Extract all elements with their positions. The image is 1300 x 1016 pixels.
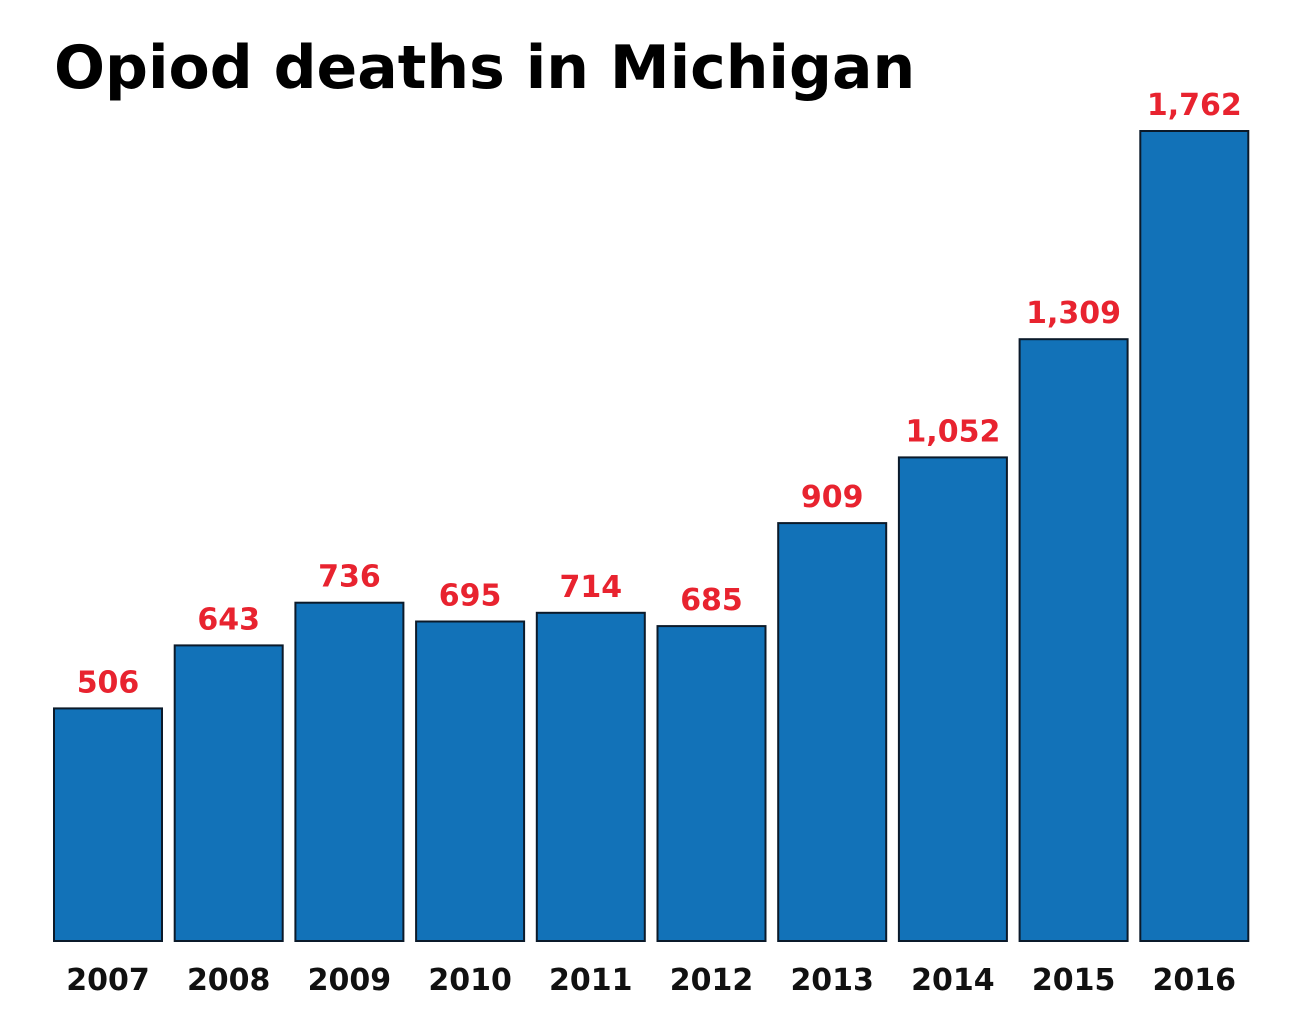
data-label-2011: 714 [559, 570, 622, 605]
value-labels-group: 506 643 736 695 714 685 909 1,052 1,309 1,762 [77, 88, 1242, 700]
category-label-2009: 2009 [308, 963, 392, 998]
category-label-2008: 2008 [187, 963, 271, 998]
data-label-2016: 1,762 [1147, 88, 1242, 123]
bar-2015 [1018, 338, 1129, 942]
category-label-2011: 2011 [549, 963, 633, 998]
bars-group [53, 130, 1250, 943]
data-label-2015: 1,309 [1026, 296, 1121, 331]
bar-2009 [294, 601, 405, 942]
bar-2008 [173, 644, 284, 943]
bar-2016 [1139, 130, 1250, 942]
bar-2013 [777, 522, 888, 942]
category-label-2015: 2015 [1032, 963, 1116, 998]
bar-2014 [897, 456, 1008, 942]
chart-title: Opiod deaths in Michigan [54, 33, 916, 103]
data-label-2013: 909 [801, 480, 864, 515]
category-label-2013: 2013 [790, 963, 874, 998]
category-label-2014: 2014 [911, 963, 995, 998]
data-label-2009: 736 [318, 560, 381, 595]
category-label-2010: 2010 [428, 963, 512, 998]
data-label-2008: 643 [197, 602, 260, 637]
category-label-2012: 2012 [670, 963, 754, 998]
data-label-2014: 1,052 [905, 414, 1000, 449]
category-labels-group: 2007 2008 2009 2010 2011 2012 2013 2014 2015 2016 [66, 963, 1236, 998]
category-label-2016: 2016 [1153, 963, 1237, 998]
bar-2010 [415, 620, 526, 942]
bar-2012 [656, 625, 767, 942]
bar-2007 [53, 707, 163, 943]
category-label-2007: 2007 [66, 963, 150, 998]
data-label-2010: 695 [439, 579, 502, 614]
data-label-2007: 506 [77, 665, 140, 700]
data-label-2012: 685 [680, 583, 743, 618]
bar-2011 [535, 611, 646, 942]
